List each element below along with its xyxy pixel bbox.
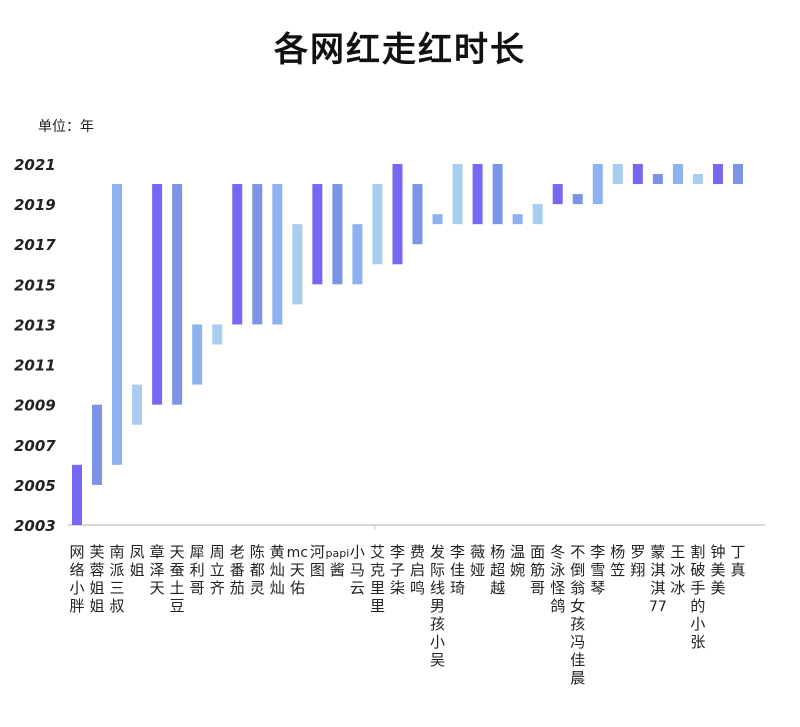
- bar-小马云: [352, 224, 363, 285]
- x-tick-label: 不倒翁女孩冯佳晨: [570, 543, 585, 687]
- y-tick-label: 2015: [14, 276, 56, 294]
- y-tick-label: 2005: [14, 477, 56, 495]
- x-tick-label: 蒙淇淇 77: [649, 543, 667, 615]
- x-tick-label: papi 酱: [326, 547, 350, 579]
- y-tick-label: 2021: [14, 156, 56, 174]
- bar-面筋哥: [532, 204, 543, 225]
- x-tick-label: 薇娅: [470, 543, 485, 579]
- bar-割破手的小张: [692, 174, 703, 185]
- bar-丁真: [732, 164, 743, 185]
- bar-网络小胖: [72, 464, 82, 525]
- x-tick-label: 周立齐: [210, 543, 225, 597]
- bar-钟美美: [712, 164, 723, 185]
- bar-凤姐: [132, 384, 143, 425]
- bar-费启鸣: [412, 184, 423, 245]
- y-tick-label: 2007: [14, 437, 56, 455]
- x-tick-label: 网络小胖: [69, 543, 84, 615]
- y-tick-label: 2017: [14, 236, 56, 254]
- y-tick-label: 2003: [14, 517, 56, 535]
- bar-周立齐: [212, 324, 223, 345]
- y-tick-label: 2019: [14, 196, 56, 214]
- y-tick-label: 2009: [14, 397, 56, 415]
- bar-黄灿灿: [272, 184, 283, 325]
- x-tick-label: 丁真: [730, 543, 745, 579]
- x-tick-label: 面筋哥: [530, 543, 545, 597]
- bar-杨超越: [492, 164, 503, 225]
- x-tick-label: 发际线男孩小吴: [430, 543, 445, 669]
- bar-艾克里里: [372, 184, 383, 265]
- x-tick-label: 小马云: [350, 543, 365, 597]
- bar-蒙淇淇77: [652, 174, 663, 185]
- bar-发际线男孩小吴: [432, 214, 443, 225]
- bar-冬泳怪鸽: [552, 184, 563, 205]
- bar-李雪琴: [592, 164, 603, 205]
- chart-title: 各网红走红时长: [274, 30, 526, 70]
- x-tick-label: 杨超越: [490, 543, 505, 597]
- x-tick-label: 钟美美: [710, 543, 725, 597]
- x-tick-label: 老番茄: [230, 543, 245, 597]
- y-tick-label: 2013: [14, 316, 56, 334]
- x-tick-label: 芙蓉姐姐: [90, 543, 105, 615]
- bar-杨笠: [612, 164, 623, 185]
- bar-犀利哥: [192, 324, 203, 385]
- x-tick-label: 河图: [310, 543, 325, 579]
- bar-罗翔: [632, 164, 643, 185]
- bar-李子柒: [392, 164, 403, 265]
- x-tick-label: 费启鸣: [410, 543, 425, 597]
- x-tick-label: 黄灿灿: [270, 543, 285, 597]
- bar-芙蓉姐姐: [92, 404, 103, 485]
- x-tick-label: 冬泳怪鸽: [550, 543, 565, 615]
- x-tick-label: 章泽天: [150, 543, 165, 597]
- x-tick-label: 温婉: [510, 543, 525, 579]
- x-tick-label: 凤姐: [130, 543, 145, 579]
- bar-章泽天: [152, 184, 163, 405]
- x-tick-label: 南派三叔: [110, 543, 125, 615]
- bar-南派三叔: [112, 184, 123, 465]
- bar-不倒翁女孩冯佳晨: [572, 194, 583, 205]
- bar-温婉: [512, 214, 523, 225]
- x-tick-label: 李雪琴: [590, 543, 605, 597]
- bar-陈都灵: [252, 184, 263, 325]
- x-tick-label: 李子柒: [390, 543, 405, 597]
- x-tick-label: mc 天佑: [287, 545, 308, 597]
- y-tick-label: 2011: [14, 357, 56, 375]
- bar-李佳琦: [452, 164, 463, 225]
- x-tick-label: 杨笠: [610, 543, 625, 579]
- x-tick-label: 艾克里里: [370, 543, 385, 615]
- x-tick-label: 李佳琦: [450, 543, 465, 597]
- bar-mc天佑: [292, 224, 303, 305]
- x-tick-label: 割破手的小张: [690, 543, 705, 651]
- bar-王冰冰: [672, 164, 683, 185]
- x-tick-label: 罗翔: [630, 543, 645, 579]
- bar-薇娅: [472, 164, 483, 225]
- bar-河图: [312, 184, 323, 285]
- y-axis-unit-label: 单位：年: [38, 119, 94, 135]
- bar-papi酱: [332, 184, 343, 285]
- x-tick-label: 天蚕土豆: [170, 543, 185, 615]
- bar-老番茄: [232, 184, 243, 325]
- x-tick-label: 犀利哥: [190, 543, 205, 597]
- x-tick-label: 王冰冰: [670, 543, 685, 597]
- bar-天蚕土豆: [172, 184, 183, 405]
- x-tick-label: 陈都灵: [250, 543, 265, 597]
